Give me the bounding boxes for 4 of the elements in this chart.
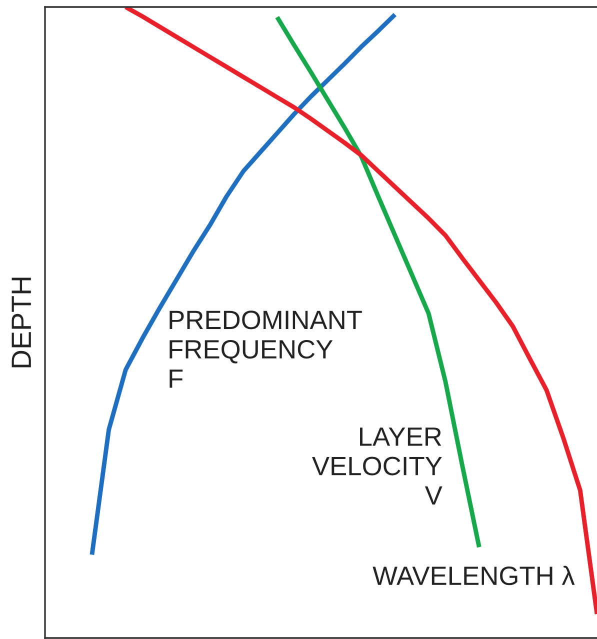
- series-label: PREDOMINANT FREQUENCY F: [170, 310, 362, 388]
- series-label: WAVELENGTH λ: [372, 566, 575, 586]
- series-label: LAYER VELOCITY V: [312, 428, 442, 504]
- y-axis-title: DEPTH: [12, 278, 31, 368]
